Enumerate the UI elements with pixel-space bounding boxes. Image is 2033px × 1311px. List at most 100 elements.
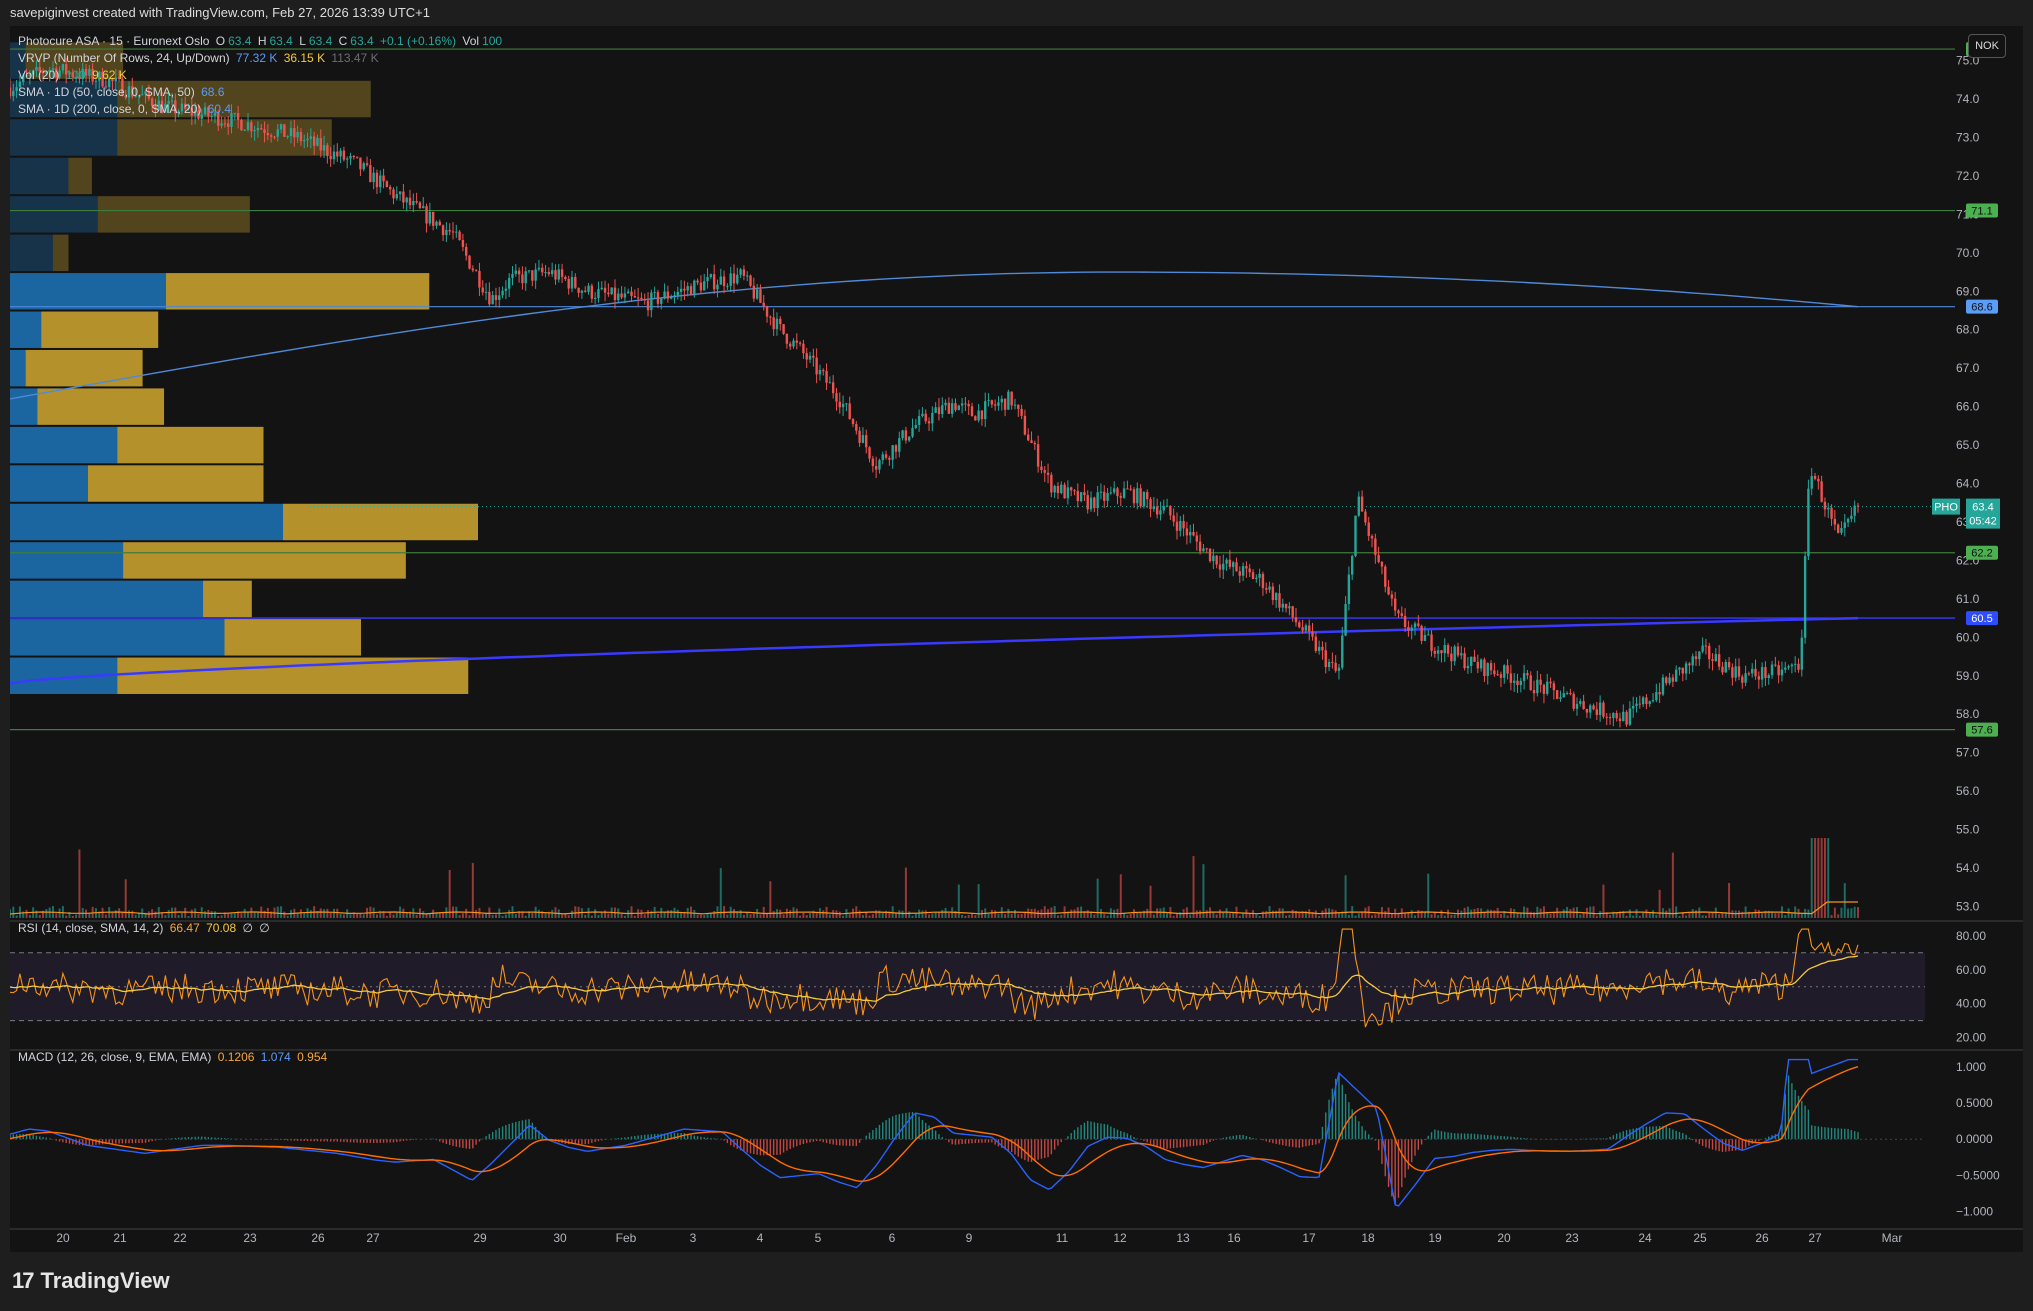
macd-value: 1.074 xyxy=(260,1050,291,1064)
volume-bar xyxy=(571,910,574,918)
candle-body xyxy=(1212,555,1215,562)
volume-bar xyxy=(1734,910,1737,918)
volume-bar xyxy=(1232,912,1235,918)
candle-body xyxy=(1853,505,1856,516)
volume-bar xyxy=(1820,838,1823,918)
candle-body xyxy=(88,68,91,76)
candle-body xyxy=(74,76,78,78)
candle-body xyxy=(650,292,653,311)
volume-bar xyxy=(118,908,121,918)
rsi-axis-tick: 20.00 xyxy=(1956,1031,1986,1045)
volume-bar xyxy=(1519,912,1522,918)
volume-bar xyxy=(600,912,603,918)
volume-bar xyxy=(55,913,58,918)
candle-body xyxy=(881,454,884,461)
volume-bar xyxy=(1334,910,1337,918)
candle-body xyxy=(256,127,260,131)
candle-body xyxy=(1582,701,1585,709)
price-axis-tick: 59.0 xyxy=(1956,669,1980,683)
candle-body xyxy=(1202,548,1205,552)
tradingview-logo[interactable]: 17 TradingView xyxy=(12,1268,170,1294)
volume-bar xyxy=(121,911,124,918)
volume-bar xyxy=(1625,915,1628,918)
candle-body xyxy=(888,457,891,460)
volume-bar xyxy=(680,911,683,918)
candle-body xyxy=(1479,659,1483,669)
currency-button[interactable]: NOK xyxy=(1968,34,2006,58)
volume-bar xyxy=(339,913,342,918)
candle-body xyxy=(990,400,994,405)
candle-body xyxy=(296,131,299,138)
volume-profile-up-bar xyxy=(10,119,118,156)
candle-body xyxy=(1112,488,1116,493)
volume-bar xyxy=(1595,915,1598,918)
volume-bar xyxy=(868,915,871,918)
volume-bar xyxy=(987,913,990,918)
volume-bar xyxy=(1103,914,1106,918)
candle-body xyxy=(1827,507,1830,510)
volume-bar xyxy=(177,914,180,918)
volume-bar xyxy=(18,906,21,918)
candle-body xyxy=(468,255,471,269)
candle-body xyxy=(1225,559,1228,564)
volume-bar xyxy=(147,911,150,918)
candle-body xyxy=(405,197,408,203)
volume-profile-up-bar xyxy=(10,157,69,195)
candle-body xyxy=(451,231,455,233)
volume-bar xyxy=(442,913,445,918)
candle-body xyxy=(567,279,570,289)
candle-body xyxy=(1165,505,1169,507)
volume-bar xyxy=(1675,906,1678,918)
candle-body xyxy=(944,402,947,406)
candle-body xyxy=(1555,690,1559,699)
volume-bar xyxy=(1156,908,1159,918)
volume-bar xyxy=(1718,914,1721,918)
rsi-legend: RSI (14, close, SMA, 14, 2) 66.47 70.08 … xyxy=(18,921,273,935)
candle-body xyxy=(1562,693,1565,698)
volume-bar xyxy=(1384,911,1387,918)
time-axis-tick: 29 xyxy=(473,1231,487,1245)
rsi-axis-tick: 60.00 xyxy=(1956,963,1986,977)
volume-bar xyxy=(1612,911,1615,918)
volume-bar xyxy=(1361,911,1364,918)
rsi-ma-line xyxy=(10,955,1859,1002)
candle-body xyxy=(1704,645,1708,647)
volume-bar xyxy=(326,908,329,918)
candle-body xyxy=(1278,593,1281,608)
candle-body xyxy=(950,403,954,414)
volume-bar xyxy=(544,912,547,918)
candle-body xyxy=(107,78,111,88)
candle-body xyxy=(1162,506,1165,511)
volume-bar xyxy=(699,914,702,918)
volume-bars xyxy=(10,838,1859,918)
candle-body xyxy=(541,267,544,273)
volume-bar xyxy=(1126,915,1129,918)
candle-body xyxy=(398,191,402,195)
candle-body xyxy=(1810,475,1813,489)
candle-body xyxy=(636,297,640,299)
candle-body xyxy=(461,240,465,247)
volume-bar xyxy=(1017,914,1020,918)
candle-body xyxy=(739,269,742,275)
volume-bar xyxy=(61,906,64,918)
main-legend: Photocure ASA · 15 · Euronext Oslo O 63.4… xyxy=(18,34,505,48)
volume-bar xyxy=(547,911,550,918)
time-axis-tick: 30 xyxy=(553,1231,567,1245)
volume-bar xyxy=(1410,910,1413,918)
candle-body xyxy=(1198,541,1202,552)
candle-body xyxy=(1565,693,1569,695)
volume-bar xyxy=(1265,911,1268,918)
volume-bar xyxy=(590,915,593,918)
vol-ind-v2: 9.62 K xyxy=(92,68,127,82)
candle-body xyxy=(1529,675,1532,691)
volume-bar xyxy=(1304,911,1307,918)
volume-bar xyxy=(656,913,659,918)
candle-body xyxy=(1294,617,1298,623)
volume-bar xyxy=(1285,915,1288,918)
candle-body xyxy=(620,293,623,298)
chart-svg[interactable]: 75.074.073.072.071.070.069.068.067.066.0… xyxy=(10,26,2023,1252)
volume-bar xyxy=(283,911,286,918)
volume-bar xyxy=(385,915,388,918)
candle-body xyxy=(1803,556,1807,638)
volume-bar xyxy=(842,915,845,918)
